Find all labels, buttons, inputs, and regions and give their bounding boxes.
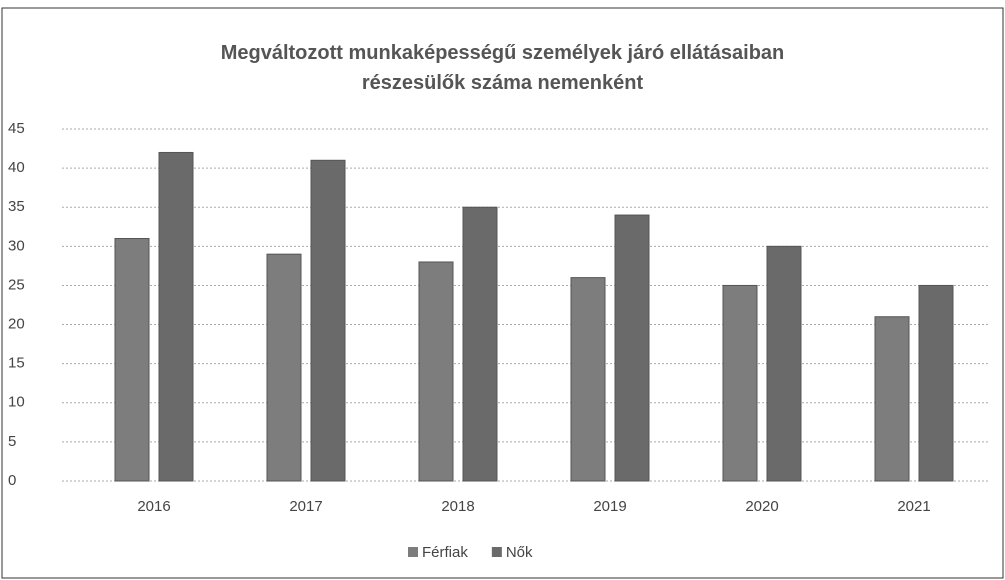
bar	[614, 214, 650, 482]
y-tick-label: 0	[8, 472, 16, 489]
x-tick-label: 2021	[897, 498, 930, 515]
y-tick-label: 20	[8, 316, 25, 333]
legend-swatch	[408, 547, 418, 557]
bar	[766, 245, 802, 482]
bar	[570, 277, 606, 482]
y-tick-label: 35	[8, 198, 25, 215]
bar	[114, 238, 150, 482]
bar	[158, 151, 194, 482]
x-tick-label: 2016	[137, 498, 170, 515]
y-tick-label: 40	[8, 159, 25, 176]
y-tick-label: 10	[8, 394, 25, 411]
chart-title: Megváltozott munkaképességű személyek já…	[220, 42, 785, 94]
bar	[918, 284, 954, 482]
y-tick-label: 25	[8, 276, 25, 293]
y-tick-label: 5	[8, 433, 16, 450]
y-tick-label: 15	[8, 355, 25, 372]
legend-label: Nők	[506, 544, 533, 561]
bar	[266, 253, 302, 482]
bar	[418, 261, 454, 482]
bar	[462, 206, 498, 482]
chart-border	[1, 7, 1004, 579]
legend-label: Férfiak	[422, 544, 468, 561]
legend-swatch	[491, 547, 502, 557]
x-tick-label: 2018	[441, 498, 474, 515]
bar	[874, 316, 910, 482]
x-tick-label: 2017	[289, 498, 322, 515]
bar	[722, 284, 758, 482]
y-tick-label: 30	[8, 237, 25, 254]
bar	[310, 159, 346, 482]
x-tick-label: 2019	[593, 498, 626, 515]
x-tick-label: 2020	[745, 498, 778, 515]
y-tick-label: 45	[8, 120, 25, 137]
